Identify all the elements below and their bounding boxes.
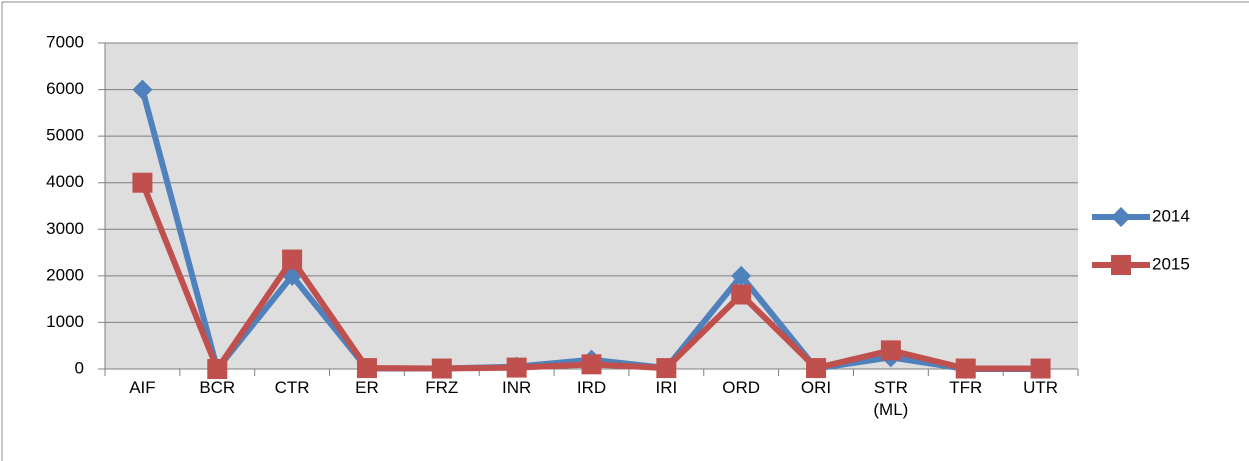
legend-marker [1111, 255, 1131, 275]
x-tick-label: IRI [655, 378, 678, 397]
legend-label: 2015 [1152, 254, 1190, 273]
x-tick-label: AIF [129, 378, 156, 397]
data-point [207, 359, 228, 379]
data-point [806, 358, 827, 379]
x-tick-label: ER [355, 378, 379, 397]
x-tick-label: BCR [199, 378, 236, 397]
data-point [656, 358, 677, 379]
data-point [955, 358, 976, 379]
y-tick-label: 7000 [46, 32, 84, 51]
x-tick-label: UTR [1023, 378, 1059, 397]
x-tick-label: INR [502, 378, 532, 397]
data-point [731, 265, 752, 286]
x-tick-label: IRD [576, 378, 607, 397]
data-point [132, 79, 153, 100]
data-point [880, 340, 901, 361]
y-tick-label: 5000 [46, 126, 84, 145]
x-tick-label: ORI [800, 378, 832, 397]
y-tick-label: 6000 [46, 79, 84, 98]
data-point [356, 358, 377, 379]
y-tick-label: 3000 [46, 219, 84, 238]
plot-area [105, 43, 1078, 369]
data-point [282, 249, 303, 270]
y-tick-label: 2000 [46, 265, 84, 284]
y-tick-label: 0 [75, 358, 84, 377]
data-point [731, 284, 752, 305]
y-tick-label: 1000 [46, 312, 84, 331]
data-point [132, 172, 153, 193]
legend-marker [1111, 207, 1131, 227]
data-point [506, 357, 527, 378]
x-tick-label: ORD [722, 378, 761, 397]
x-tick-label: CTR [274, 378, 310, 397]
data-point [1030, 358, 1051, 379]
x-tick-label: FRZ [425, 378, 459, 397]
y-tick-label: 4000 [46, 172, 84, 191]
data-point [431, 358, 452, 379]
x-tick-label: STR (ML) [873, 378, 909, 419]
x-tick-label: TFR [949, 378, 983, 397]
legend-label: 2014 [1152, 206, 1190, 225]
data-point [581, 354, 602, 375]
